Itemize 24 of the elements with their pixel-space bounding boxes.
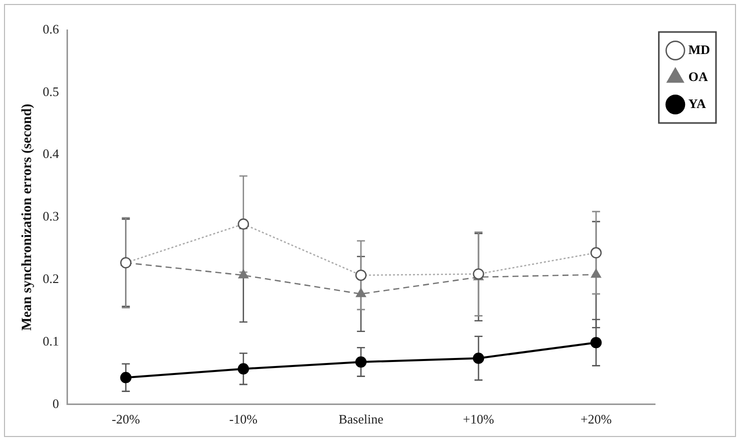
legend-label: OA [688, 68, 708, 84]
x-tick-label: -10% [229, 412, 258, 427]
point [472, 352, 484, 364]
y-axis-title: Mean synchronization errors (second) [20, 103, 36, 331]
x-tick-label: +10% [462, 412, 494, 427]
point [238, 270, 248, 278]
point [591, 268, 602, 278]
legend-label: YA [688, 96, 707, 111]
x-tick-label: +20% [580, 412, 612, 427]
x-tick-label: -20% [112, 412, 140, 427]
point [356, 288, 366, 298]
x-tick-label: Baseline [338, 412, 384, 427]
y-tick-label: 0.1 [42, 333, 60, 348]
point [238, 363, 250, 374]
point [120, 372, 132, 384]
point [355, 356, 367, 368]
y-tick-label: 0.3 [42, 208, 60, 224]
y-tick-label: 0.6 [42, 21, 60, 36]
legend-label: MD [688, 42, 710, 57]
point [590, 336, 602, 348]
y-tick-label: 0.4 [42, 146, 60, 162]
y-tick-label: 0.2 [42, 271, 60, 286]
y-tick-label: 0.5 [42, 84, 60, 99]
y-tick-label: 0 [52, 396, 60, 411]
